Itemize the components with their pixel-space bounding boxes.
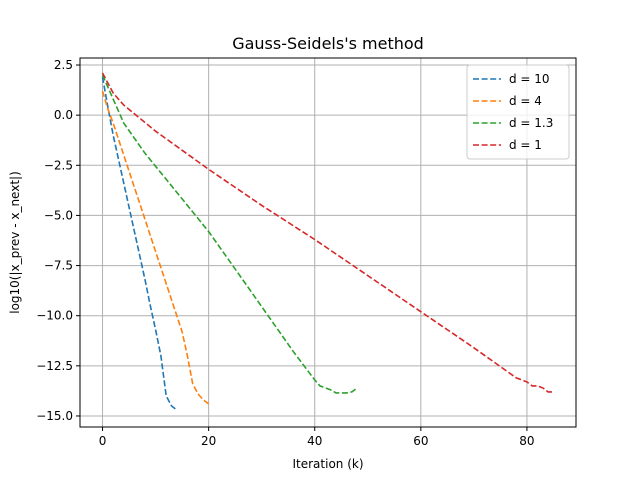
series-line-1 <box>101 76 178 411</box>
legend-item-label: d = 1.3 <box>509 116 553 130</box>
legend: d = 10 d = 4 d = 1.3 d = 1 <box>466 64 570 160</box>
y-tick-label: −15.0 <box>36 409 73 423</box>
legend-item-label: d = 1 <box>509 138 542 152</box>
x-tick-label: 0 <box>99 434 107 448</box>
y-tick-label: −10.0 <box>36 309 73 323</box>
legend-item-label: d = 4 <box>509 94 542 108</box>
x-axis-label: Iteration (k) <box>292 457 363 471</box>
y-tick-label: −7.5 <box>44 259 73 273</box>
chart-title: Gauss-Seidels's method <box>232 34 424 53</box>
axis-ticks: 0 20 40 60 80 2.5 0.0 −2.5 −5.0 −7.5 −10.0 −12.5 −15… <box>36 58 534 448</box>
grid <box>80 58 576 427</box>
legend-box <box>466 64 570 160</box>
y-tick-label: −2.5 <box>44 158 73 172</box>
legend-item-label: d = 10 <box>509 72 550 86</box>
x-tick-label: 60 <box>413 434 428 448</box>
x-tick-label: 20 <box>201 434 216 448</box>
x-tick-label: 40 <box>307 434 322 448</box>
y-axis-label: log10(|x_prev - x_next|) <box>8 171 22 314</box>
series-lines <box>101 72 554 411</box>
series-line-2 <box>101 90 210 405</box>
y-tick-label: 0.0 <box>54 108 73 122</box>
plot-frame <box>79 57 577 428</box>
series-line-3 <box>101 74 358 394</box>
y-tick-label: 2.5 <box>54 58 73 72</box>
y-tick-label: −5.0 <box>44 208 73 222</box>
x-tick-label: 80 <box>519 434 534 448</box>
y-tick-label: −12.5 <box>36 359 73 373</box>
series-line-4 <box>101 72 554 393</box>
